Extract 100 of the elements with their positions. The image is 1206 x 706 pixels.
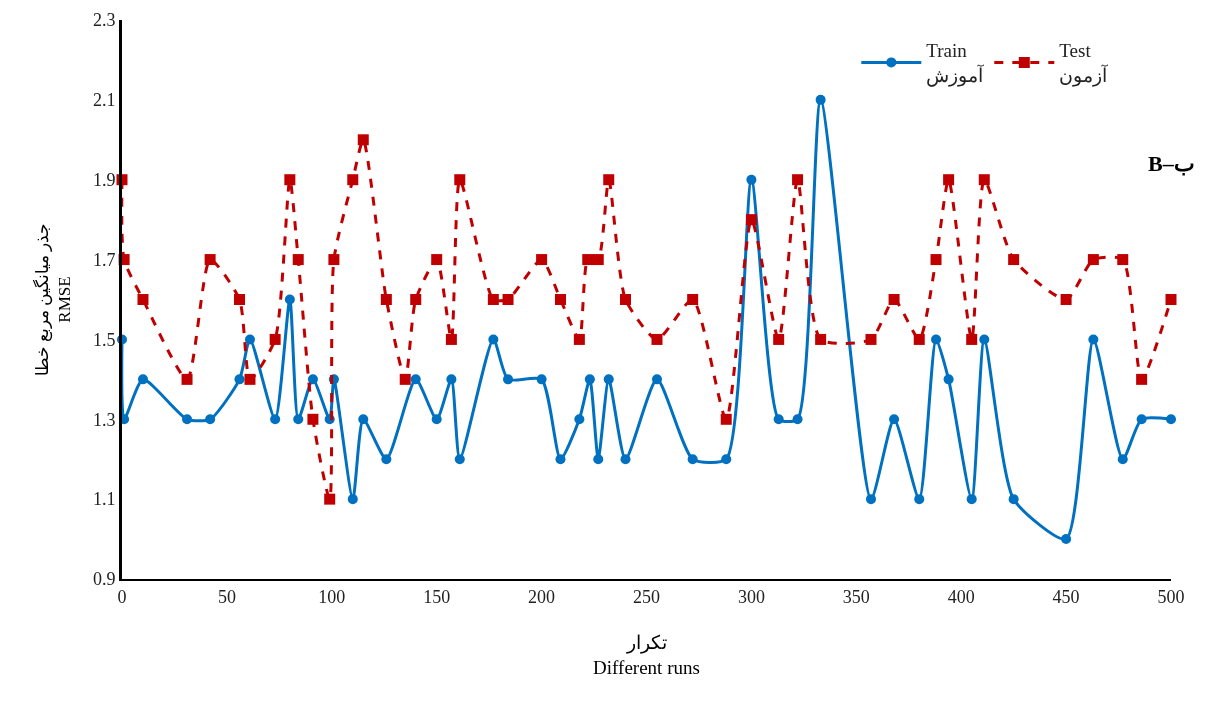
- point: [399, 373, 411, 385]
- point: [269, 333, 281, 345]
- point: [592, 254, 604, 266]
- point: [292, 254, 304, 266]
- point: [1117, 454, 1128, 465]
- point: [244, 373, 256, 385]
- point: [930, 254, 942, 266]
- point: [284, 294, 295, 305]
- point: [593, 454, 604, 465]
- point: [574, 414, 585, 425]
- point: [651, 374, 662, 385]
- point: [204, 254, 216, 266]
- point: [1087, 254, 1099, 266]
- point: [651, 333, 663, 345]
- point: [380, 294, 392, 305]
- y-tick-label: 2.1: [92, 90, 116, 111]
- point: [445, 333, 457, 345]
- point: [307, 413, 319, 425]
- point: [1088, 334, 1099, 345]
- x-tick-label: 500: [1157, 586, 1185, 607]
- point: [431, 414, 442, 425]
- point: [1136, 414, 1147, 425]
- point: [536, 254, 548, 266]
- y-tick-label: 2.3: [92, 10, 116, 31]
- point: [979, 334, 990, 345]
- point: [1136, 373, 1148, 385]
- point: [381, 454, 392, 465]
- point: [815, 94, 826, 105]
- point: [573, 333, 585, 345]
- point: [1060, 294, 1072, 305]
- point: [357, 134, 369, 146]
- x-tick-label: 350: [842, 586, 870, 607]
- point: [182, 414, 193, 425]
- point: [687, 294, 699, 305]
- point: [307, 374, 318, 385]
- point: [943, 374, 954, 385]
- point: [865, 494, 876, 505]
- point: [746, 174, 757, 185]
- point: [792, 174, 804, 186]
- point: [233, 294, 245, 305]
- point: [555, 454, 566, 465]
- x-tick-label: 100: [318, 586, 346, 607]
- point: [914, 494, 925, 505]
- point: [966, 333, 978, 345]
- point: [358, 414, 369, 425]
- point: [324, 493, 336, 505]
- point: [720, 413, 732, 425]
- point: [454, 174, 466, 186]
- point: [487, 294, 499, 305]
- point: [1165, 294, 1177, 305]
- point: [966, 494, 977, 505]
- point: [503, 374, 514, 385]
- point: [293, 414, 304, 425]
- point: [181, 373, 193, 385]
- x-tick-label: 50: [217, 586, 236, 607]
- point: [244, 334, 255, 345]
- point: [554, 294, 566, 305]
- y-tick-label: 1.9: [92, 170, 116, 191]
- point: [721, 454, 732, 465]
- x-tick-label: 200: [528, 586, 556, 607]
- point: [792, 414, 803, 425]
- point: [1061, 534, 1072, 545]
- point: [410, 374, 421, 385]
- point: [234, 374, 245, 385]
- point: [931, 334, 942, 345]
- point: [584, 374, 595, 385]
- y-tick-label: 1.7: [92, 249, 116, 270]
- point: [620, 294, 632, 305]
- point: [270, 414, 281, 425]
- y-tick-label: 0.9: [92, 569, 116, 590]
- point: [536, 374, 547, 385]
- point: [582, 254, 594, 266]
- point: [603, 374, 614, 385]
- point: [1166, 414, 1176, 425]
- y-tick-label: 1.1: [92, 489, 116, 510]
- x-tick-label: 300: [737, 586, 765, 607]
- point: [687, 454, 698, 465]
- point: [1117, 254, 1129, 266]
- y-tick-label: 1.5: [92, 329, 116, 350]
- y-tick-label: 1.3: [92, 409, 116, 430]
- point: [431, 254, 443, 266]
- x-tick-label: 0: [117, 586, 127, 607]
- point: [488, 334, 499, 345]
- point: [978, 174, 990, 186]
- point: [1008, 254, 1020, 266]
- point: [745, 214, 757, 226]
- point: [620, 454, 631, 465]
- point: [347, 174, 359, 186]
- point: [137, 294, 149, 305]
- point: [137, 374, 148, 385]
- point: [773, 333, 785, 345]
- x-tick-label: 450: [1052, 586, 1080, 607]
- point: [410, 294, 422, 305]
- point: [603, 174, 615, 186]
- point: [913, 333, 925, 345]
- annotation: B–ب: [1148, 151, 1195, 176]
- point: [502, 294, 514, 305]
- point: [865, 333, 877, 345]
- point: [347, 494, 358, 505]
- point: [943, 174, 955, 186]
